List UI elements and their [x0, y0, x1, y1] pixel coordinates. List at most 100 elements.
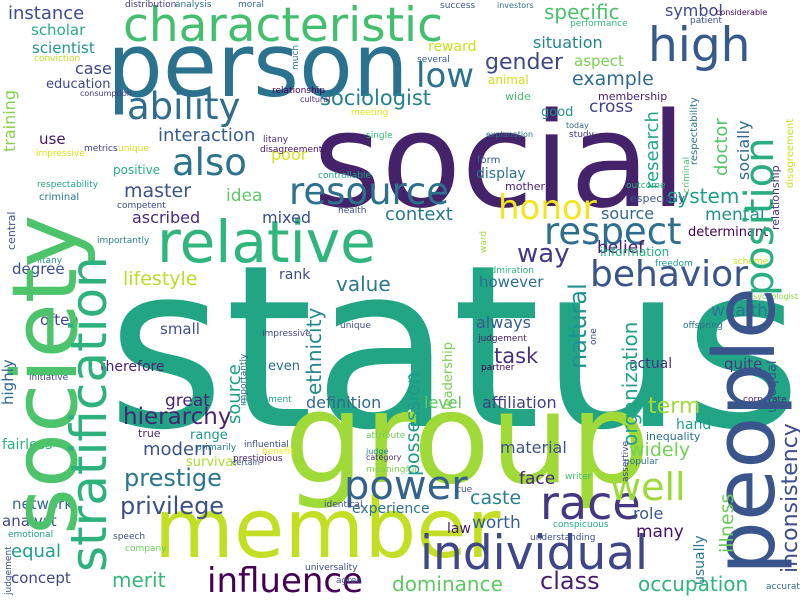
- word-individual: individual: [420, 526, 649, 581]
- word-lifestyle: lifestyle: [123, 268, 198, 290]
- word-external: ethnicity: [302, 307, 326, 395]
- word-cultural: conviction: [34, 54, 81, 64]
- word-natural: natural: [564, 283, 592, 369]
- word-scientist: scientist: [32, 39, 95, 57]
- word-often: often: [40, 311, 79, 329]
- word-also: also: [172, 141, 247, 184]
- word-education: good: [541, 105, 574, 120]
- word-privilege: privilege: [120, 492, 225, 520]
- word-power: power: [344, 463, 468, 509]
- word-degree: degree: [12, 260, 65, 278]
- word-writer: influential: [244, 440, 289, 450]
- word-ward: several: [417, 55, 450, 65]
- word-idea: idea: [226, 186, 263, 206]
- word-membership: mother: [505, 180, 546, 193]
- word-level: level: [424, 393, 463, 412]
- word-sense: accurate: [766, 582, 800, 592]
- word-agree: writer: [565, 472, 592, 482]
- word-characteristic: characteristic: [123, 0, 443, 53]
- word-group: group: [284, 365, 650, 512]
- word-however: however: [479, 273, 544, 291]
- word-survival: range: [190, 428, 228, 443]
- word-prestigious: scheme: [733, 257, 769, 267]
- word-consumption: respectability: [37, 180, 99, 190]
- word-value: value: [336, 272, 391, 296]
- word-sociologist: sociologist: [320, 86, 432, 110]
- word-disagreement: relationship: [769, 165, 782, 230]
- word-affiliation: affiliation: [482, 393, 557, 412]
- word-display: display: [476, 166, 526, 182]
- word-equal: equal: [11, 541, 61, 562]
- word-single: metrics: [84, 144, 118, 154]
- word-meeting: consumption: [80, 89, 132, 98]
- word-highly: highly: [0, 359, 17, 405]
- word-person: person: [107, 14, 409, 117]
- word-one: investors: [497, 1, 534, 10]
- word-popular: primarily: [196, 443, 237, 453]
- word-behavior: behavior: [590, 254, 749, 295]
- word-litany: criminal: [39, 192, 80, 203]
- word-hierarchy: hierarchy: [123, 404, 232, 430]
- word-controllable: disagreement: [260, 145, 323, 155]
- word-judgement: judgement: [243, 395, 292, 405]
- word-inequality: animal: [488, 73, 529, 87]
- word-cue: prestigious: [233, 454, 283, 464]
- word-organization: organization: [618, 321, 642, 446]
- word-low: low: [416, 56, 475, 96]
- word-certain: psychologist: [748, 292, 799, 301]
- word-source: source: [601, 204, 655, 223]
- word-company: category: [366, 453, 402, 462]
- word-dominance: dominance: [392, 572, 503, 596]
- word-health: importantly: [97, 236, 150, 246]
- word-psychologist: patient: [690, 16, 723, 26]
- word-quite: quite: [724, 355, 763, 373]
- word-moral: much: [291, 44, 301, 70]
- word-well: well: [610, 465, 686, 509]
- word-material: education: [46, 77, 111, 92]
- word-investors: explanation: [486, 130, 534, 139]
- word-influential: freedom: [655, 259, 693, 269]
- word-occupation: occupation: [638, 572, 749, 596]
- word-ability: ability: [127, 85, 241, 128]
- word-result: inconsistency: [778, 423, 800, 573]
- word-worth: worth: [472, 513, 521, 533]
- word-criminal: respectability: [689, 97, 700, 165]
- word-true: material: [500, 438, 567, 457]
- word-honor: honor: [498, 188, 597, 228]
- word-gender: gender: [485, 50, 563, 75]
- word-rank: even: [268, 359, 300, 374]
- word-possession: possession: [402, 372, 424, 476]
- word-actual: rank: [279, 267, 311, 283]
- word-information: determinant: [688, 225, 769, 240]
- word-poor: poor: [271, 145, 308, 164]
- word-universality: popular: [624, 457, 659, 467]
- word-attribute: outcome: [626, 181, 666, 191]
- word-explanation: unique: [118, 144, 149, 154]
- word-high: high: [648, 18, 751, 73]
- word-master: master: [124, 180, 192, 202]
- word-task: task: [494, 344, 539, 368]
- word-widely: widely: [629, 439, 691, 461]
- word-analysis: cultural: [300, 95, 331, 104]
- word-face: face: [519, 469, 556, 489]
- word-usually: actual: [629, 356, 673, 372]
- word-resource: resource: [289, 170, 450, 213]
- word-member: member: [154, 482, 501, 577]
- word-doctor: doctor: [711, 118, 732, 176]
- word-especially: information: [600, 245, 670, 259]
- word-great: great: [165, 391, 210, 411]
- word-wealth: wealth: [711, 301, 768, 321]
- word-partner: ward: [479, 230, 489, 253]
- word-modern: modern: [143, 439, 213, 460]
- word-always: always: [476, 313, 531, 332]
- word-beautiful: agree: [336, 576, 362, 586]
- word-inconsistency: usually: [692, 535, 708, 585]
- word-competent: criminal: [682, 156, 692, 193]
- word-speech: judge: [366, 447, 389, 456]
- word-illness: illness: [716, 493, 738, 553]
- word-analyst: analyst: [2, 512, 57, 530]
- word-scholar: scholar: [31, 21, 86, 39]
- word-outcome: distribution: [125, 0, 177, 10]
- word-relationship: unequal: [765, 360, 780, 413]
- word-instance: instance: [8, 3, 85, 24]
